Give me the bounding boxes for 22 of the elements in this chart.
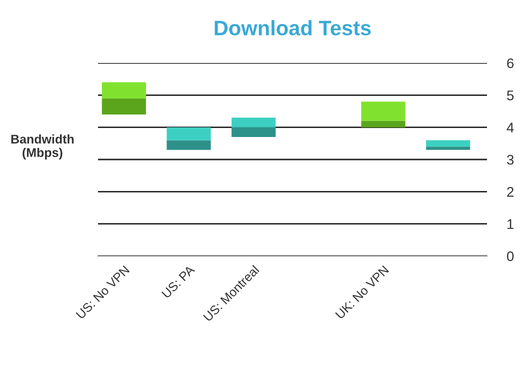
y-tick-label: 0 — [506, 251, 514, 262]
x-tick-label: US: PA — [161, 264, 196, 298]
y-tick-label: 3 — [506, 154, 514, 165]
bar — [102, 82, 146, 98]
y-tick-label: 6 — [507, 58, 514, 68]
bar — [232, 118, 276, 128]
bar — [361, 120, 406, 128]
bar — [166, 140, 211, 150]
bar — [361, 102, 406, 121]
y-tick-label: 4 — [506, 122, 514, 132]
bar — [166, 127, 211, 140]
y-tick-label: 1 — [508, 219, 514, 229]
x-tick-label: UK: No VPN — [335, 265, 390, 320]
chart-title: Download Tests — [214, 20, 371, 36]
x-tick-label: US: No VPN — [76, 265, 130, 320]
bar — [102, 98, 146, 114]
bar — [232, 127, 276, 137]
y-axis-title: Bandwidth (Mbps) — [11, 134, 74, 160]
bar — [426, 146, 470, 150]
y-tick-label: 2 — [507, 187, 514, 197]
bar — [426, 140, 470, 147]
y-tick-label: 5 — [507, 90, 514, 100]
